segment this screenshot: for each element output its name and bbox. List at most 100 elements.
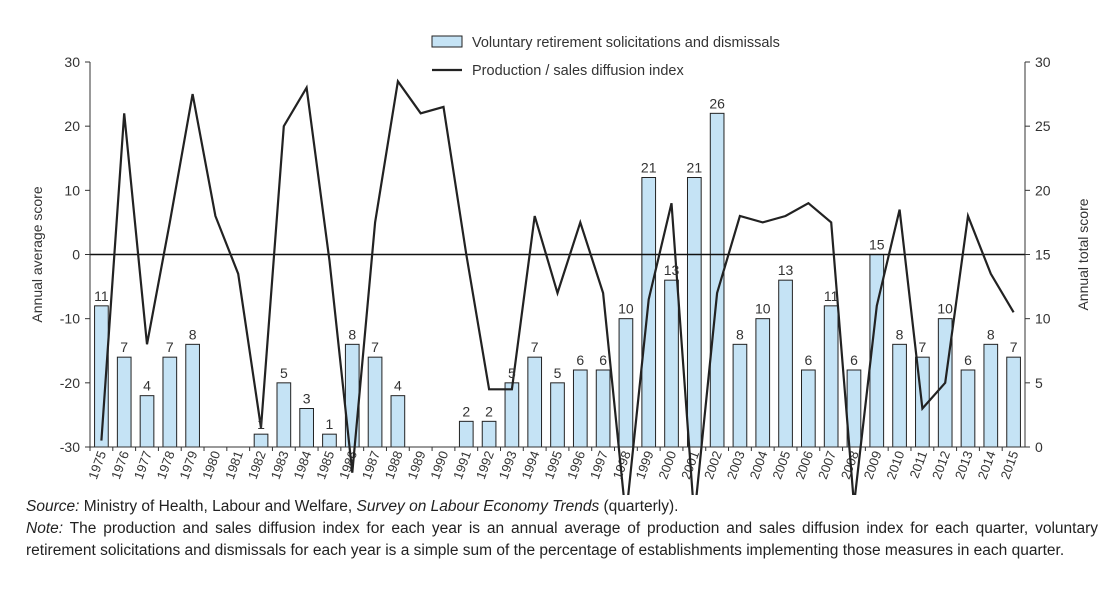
bar	[595, 369, 611, 448]
bar	[960, 369, 976, 448]
x-tick-label: 1984	[290, 449, 314, 481]
bar	[185, 343, 200, 448]
bar-value-label: 21	[687, 160, 703, 176]
x-tick-label: 1983	[268, 449, 292, 481]
bar-value-label: 8	[896, 326, 904, 342]
x-tick-label: 1988	[382, 449, 406, 481]
bar-value-label: 5	[554, 365, 562, 381]
x-tick-label: 2005	[769, 449, 793, 481]
left-tick-label: -30	[60, 439, 80, 455]
x-tick-label: 2013	[952, 449, 976, 481]
bar-value-label: 6	[850, 352, 858, 368]
source-text: Ministry of Health, Labour and Welfare,	[79, 498, 357, 515]
bar-value-label: 7	[166, 339, 174, 355]
bar	[299, 408, 314, 448]
bar	[892, 343, 907, 448]
right-tick-label: 10	[1035, 311, 1051, 327]
footnotes: Source: Ministry of Health, Labour and W…	[26, 496, 1098, 562]
x-tick-label: 1980	[199, 449, 223, 481]
x-tick-label: 1997	[587, 449, 611, 481]
left-tick-label: 0	[72, 247, 80, 263]
x-tick-label: 2011	[907, 449, 931, 480]
bar	[253, 433, 269, 448]
bar	[618, 318, 634, 448]
bar-value-label: 7	[918, 339, 926, 355]
x-tick-label: 1977	[131, 449, 155, 481]
bar	[983, 343, 999, 448]
right-tick-label: 15	[1035, 247, 1051, 263]
bar-value-label: 10	[755, 301, 771, 317]
left-tick-label: -20	[60, 375, 80, 391]
bar	[823, 305, 839, 448]
bar-value-label: 6	[599, 352, 607, 368]
legend-bar-swatch	[431, 35, 463, 48]
bar-value-label: 13	[778, 262, 794, 278]
bar-value-label: 8	[736, 326, 744, 342]
left-tick-label: 10	[64, 182, 80, 198]
source-label: Source:	[26, 498, 80, 515]
bar	[139, 395, 155, 448]
right-tick-label: 25	[1035, 118, 1051, 134]
bar-value-label: 2	[462, 403, 470, 419]
bar-value-label: 7	[371, 339, 379, 355]
x-tick-label: 1978	[154, 449, 178, 481]
bar-value-label: 8	[189, 326, 197, 342]
bar-value-label: 13	[664, 262, 680, 278]
bar-value-label: 8	[987, 326, 995, 342]
bar-value-label: 11	[94, 288, 109, 304]
bar-value-label: 6	[804, 352, 812, 368]
bar-value-label: 7	[1010, 339, 1018, 355]
x-tick-label: 2007	[815, 449, 839, 481]
diffusion-index-line	[100, 78, 1015, 495]
x-tick-label: 1982	[245, 449, 269, 481]
left-tick-label: -10	[60, 311, 80, 327]
x-tick-label: 1999	[633, 449, 657, 481]
x-tick-label: 1991	[450, 449, 474, 481]
source-title: Survey on Labour Economy Trends	[356, 498, 600, 515]
x-tick-label: 1996	[564, 449, 588, 481]
bar	[458, 420, 474, 448]
bar-value-label: 5	[508, 365, 516, 381]
x-tick-label: 1986	[336, 449, 360, 481]
left-tick-label: 20	[64, 118, 80, 134]
bar-value-label: 2	[485, 403, 493, 419]
bar	[641, 177, 657, 448]
right-tick-label: 5	[1035, 375, 1043, 391]
x-tick-label: 1981	[222, 449, 246, 481]
bar-value-label: 21	[641, 160, 657, 176]
bar-value-label: 4	[143, 378, 151, 394]
x-tick-label: 1987	[359, 449, 383, 481]
note: Note: The production and sales diffusion…	[26, 518, 1098, 562]
bar	[550, 382, 565, 448]
bar-value-label: 1	[257, 416, 265, 432]
bar-value-label: 26	[709, 95, 725, 111]
x-tick-label: 2010	[883, 449, 907, 481]
bar-value-label: 7	[531, 339, 539, 355]
bar-value-label: 6	[964, 352, 972, 368]
x-tick-label: 2004	[747, 449, 771, 481]
x-tick-label: 2015	[997, 449, 1021, 481]
x-tick-label: 1976	[108, 449, 132, 481]
bar	[778, 279, 793, 448]
x-tick-label: 2012	[929, 449, 953, 481]
right-tick-label: 0	[1035, 439, 1043, 455]
combo-chart: 3020100-10-20-30302520151050197519761977…	[29, 35, 1091, 495]
bar	[755, 318, 771, 448]
bar-value-label: 15	[869, 237, 885, 253]
bar	[664, 279, 679, 448]
note-label: Note:	[26, 520, 64, 537]
bar-value-label: 10	[937, 301, 953, 317]
bar-value-label: 6	[576, 352, 584, 368]
bar	[801, 369, 816, 448]
bar-value-label: 4	[394, 378, 402, 394]
source-tail: (quarterly).	[599, 498, 679, 515]
x-tick-label: 2006	[792, 449, 816, 481]
x-tick-label: 2000	[655, 449, 679, 481]
bar	[481, 420, 497, 448]
x-tick-label: 1979	[176, 449, 200, 481]
x-tick-label: 1994	[519, 449, 543, 481]
x-tick-label: 1989	[405, 449, 429, 481]
bar	[527, 356, 543, 448]
left-tick-label: 30	[64, 54, 80, 70]
legend-line-label: Production / sales diffusion index	[472, 63, 684, 79]
